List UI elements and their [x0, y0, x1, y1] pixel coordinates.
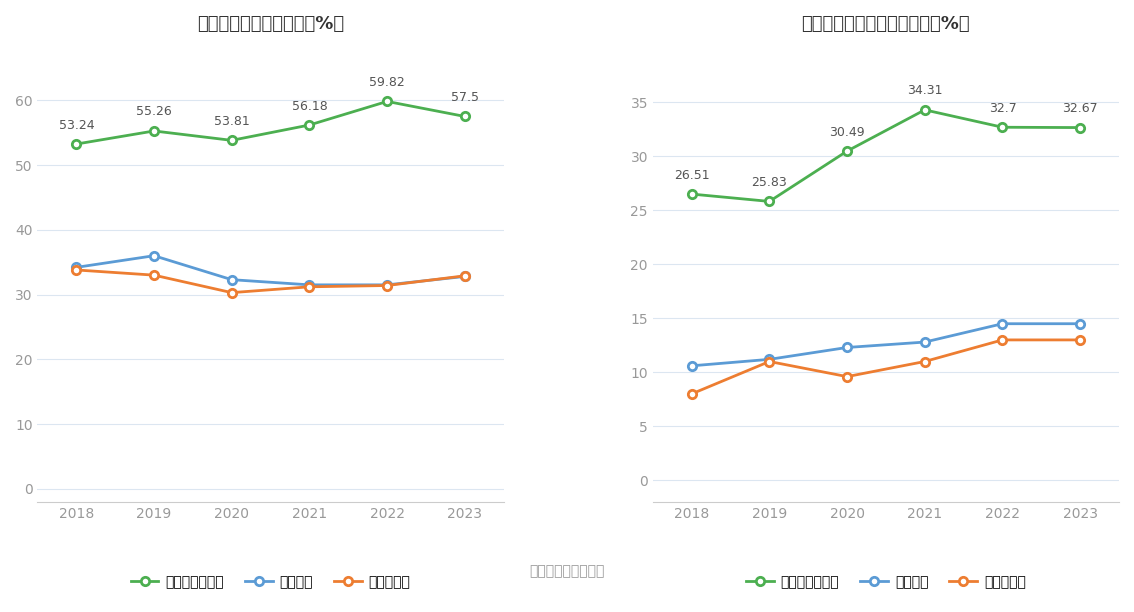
Title: 近年来有息资产负债率情况（%）: 近年来有息资产负债率情况（%） — [802, 15, 971, 33]
Legend: 有息资产负债率, 行业均值, 行业中位数: 有息资产负债率, 行业均值, 行业中位数 — [741, 570, 1032, 595]
Text: 53.81: 53.81 — [214, 115, 249, 128]
Text: 55.26: 55.26 — [136, 105, 172, 119]
Title: 近年来资产负债率情况（%）: 近年来资产负债率情况（%） — [197, 15, 344, 33]
Text: 26.51: 26.51 — [674, 168, 710, 182]
Text: 53.24: 53.24 — [59, 119, 94, 132]
Text: 32.7: 32.7 — [989, 102, 1016, 114]
Text: 32.67: 32.67 — [1063, 102, 1098, 115]
Legend: 公司资产负债率, 行业均值, 行业中位数: 公司资产负债率, 行业均值, 行业中位数 — [125, 570, 416, 595]
Text: 数据来源：恒生聚源: 数据来源：恒生聚源 — [530, 564, 604, 578]
Text: 25.83: 25.83 — [752, 176, 787, 189]
Text: 34.31: 34.31 — [907, 84, 942, 97]
Text: 30.49: 30.49 — [829, 125, 865, 138]
Text: 59.82: 59.82 — [370, 76, 405, 89]
Text: 57.5: 57.5 — [451, 91, 479, 104]
Text: 56.18: 56.18 — [291, 100, 328, 113]
